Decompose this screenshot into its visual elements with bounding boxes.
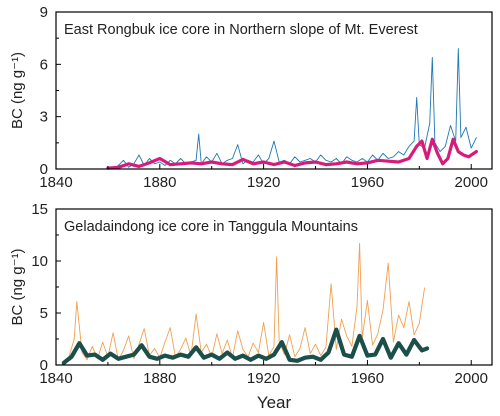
panel2-ytick-label: 0 <box>40 357 48 374</box>
panel1-annotation: East Rongbuk ice core in Northern slope … <box>64 22 418 38</box>
panel2-xtick-label: 1920 <box>247 370 280 387</box>
panel2-ytick-label: 15 <box>31 201 48 218</box>
panel2-ytick-label: 5 <box>40 305 48 322</box>
panel1-ytick-label: 9 <box>40 4 48 21</box>
panel2-xlabel: Year <box>257 393 292 412</box>
panel2-ylabel: BC (ng g⁻¹) <box>9 248 26 325</box>
panel1-xtick-label: 1840 <box>39 174 72 191</box>
panel1-series-smoothed-line <box>106 137 478 170</box>
panel1-ylabel: BC (ng g⁻¹) <box>9 52 26 129</box>
panel2-ytick-label: 10 <box>31 253 48 270</box>
panel1-ytick-label: 0 <box>40 161 48 178</box>
panel1-ytick-label: 3 <box>40 109 48 126</box>
panel2-series-smoothed-line <box>61 327 430 365</box>
panel1-series-raw-line <box>112 48 477 170</box>
panel2-xtick-label: 1840 <box>39 370 72 387</box>
panel1-xtick-label: 1880 <box>143 174 176 191</box>
panel2-annotation: Geladaindong ice core in Tanggula Mounta… <box>64 219 358 235</box>
panel1-xtick-label: 1960 <box>351 174 384 191</box>
panel2-xtick-label: 2000 <box>455 370 488 387</box>
panel2-xtick-label: 1880 <box>143 370 176 387</box>
panel1-xtick-label: 2000 <box>455 174 488 191</box>
panel1-ytick-label: 6 <box>40 56 48 73</box>
panel2-series-raw-line <box>63 242 425 363</box>
panel1-xtick-label: 1920 <box>247 174 280 191</box>
panel2-xtick-label: 1960 <box>351 370 384 387</box>
